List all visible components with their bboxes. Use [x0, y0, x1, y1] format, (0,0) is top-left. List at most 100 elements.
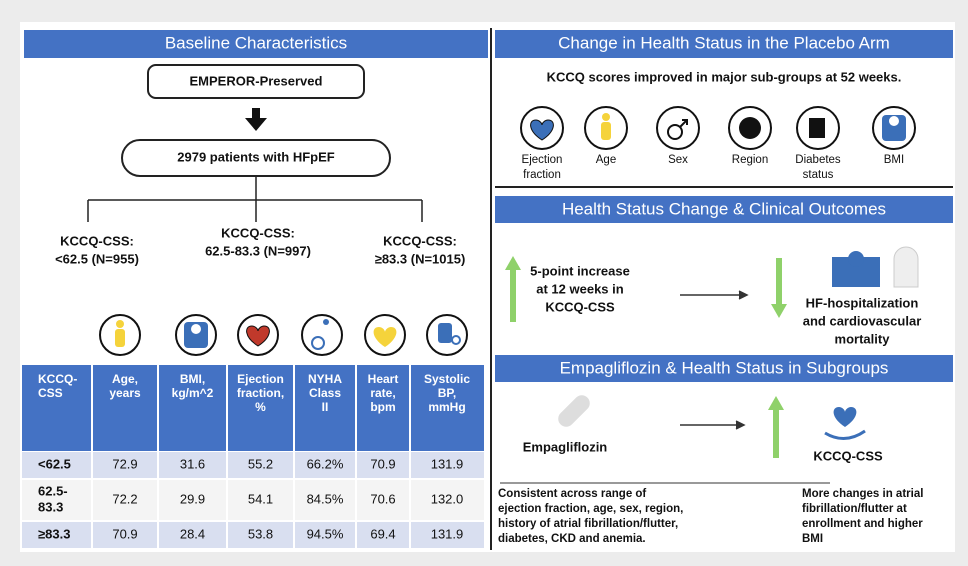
note: fibrillation/flutter at	[802, 503, 907, 515]
table-cell: 131.9	[431, 456, 464, 471]
column-header: kg/m^2	[172, 386, 214, 400]
note: enrollment and higher	[802, 518, 923, 530]
outcome-text: and cardiovascular	[803, 313, 922, 328]
column-header: Class	[309, 386, 341, 400]
column-header: rate,	[370, 386, 395, 400]
column-header: NYHA	[308, 372, 342, 386]
subgroup-label: Age	[596, 154, 616, 166]
column-header: fraction,	[237, 386, 284, 400]
column-header: KCCQ-	[38, 372, 77, 386]
column-header: years	[109, 386, 141, 400]
arrow-up	[768, 396, 784, 458]
drug-name: Empagliflozin	[523, 439, 608, 454]
row-label: 83.3	[38, 499, 63, 514]
group-label: KCCQ-CSS:	[60, 233, 134, 248]
header-title: Baseline Characteristics	[165, 33, 347, 52]
group-label: ≥83.3 (N=1015)	[375, 251, 466, 266]
trial-box	[147, 64, 365, 99]
subgroup-label: BMI	[884, 154, 904, 166]
subgroup-label: Diabetes	[795, 154, 841, 166]
note: Consistent across range of	[498, 488, 646, 500]
table-row	[22, 522, 484, 548]
table-cell: 66.2%	[307, 456, 344, 471]
subgroup-label: fraction	[523, 169, 561, 181]
column-header: %	[255, 400, 266, 414]
outcome-text: mortality	[835, 331, 891, 346]
subgroup-label: Region	[732, 154, 768, 166]
table-cell: 72.9	[112, 456, 137, 471]
pill-icon	[558, 395, 590, 427]
arrow-down	[771, 258, 787, 318]
table-cell: 31.6	[180, 456, 205, 471]
row-label: 62.5-	[38, 483, 68, 498]
column-header: Systolic	[424, 372, 470, 386]
header-bar	[495, 355, 953, 382]
arrow-right	[680, 290, 749, 300]
outcome-text: 5-point increase	[530, 263, 630, 278]
tree-lines	[87, 176, 423, 222]
heart-hand-icon	[824, 407, 866, 440]
subgroup-label: status	[803, 169, 834, 181]
column-header: II	[322, 400, 329, 414]
column-header: Ejection	[237, 372, 284, 386]
table-cell: 94.5%	[307, 526, 344, 541]
table-cell: 28.4	[180, 526, 205, 541]
subgroup-label: Ejection	[522, 154, 563, 166]
header-bar	[495, 30, 953, 58]
column-header: BMI,	[180, 372, 205, 386]
column-header: Heart	[368, 372, 399, 386]
outcome-text: KCCQ-CSS	[545, 299, 615, 314]
column-header: BP,	[438, 386, 456, 400]
table-cell: 131.9	[431, 526, 464, 541]
column-header: Age,	[112, 372, 138, 386]
hospital-icon	[832, 246, 919, 288]
header-title: Health Status Change & Clinical Outcomes	[562, 199, 886, 218]
note: More changes in atrial	[802, 488, 923, 500]
row-label: ≥83.3	[38, 526, 70, 541]
note: history of atrial fibrillation/flutter,	[498, 518, 678, 530]
row-label: <62.5	[38, 456, 71, 471]
group-label: KCCQ-CSS:	[221, 225, 295, 240]
outcome-text: HF-hospitalization	[806, 295, 919, 310]
header-title: Change in Health Status in the Placebo A…	[558, 33, 890, 52]
table-cell: 132.0	[431, 491, 464, 506]
table-cell: 72.2	[112, 491, 137, 506]
measure-name: KCCQ-CSS	[813, 448, 883, 463]
table-cell: 53.8	[248, 526, 273, 541]
note: BMI	[802, 533, 823, 545]
group-label: <62.5 (N=955)	[55, 251, 139, 266]
arrow-right	[680, 420, 746, 430]
icons-right	[520, 106, 916, 150]
table-cell: 70.9	[370, 456, 395, 471]
table-cell: 54.1	[248, 491, 273, 506]
header-bar	[24, 30, 488, 58]
column-header: mmHg	[428, 400, 465, 414]
table-cell: 70.6	[370, 491, 395, 506]
note: ejection fraction, age, sex, region,	[498, 503, 683, 515]
table-row	[22, 480, 484, 520]
arrow-up	[505, 256, 521, 322]
subtitle: KCCQ scores improved in major sub-groups…	[547, 69, 902, 84]
group-label: 62.5-83.3 (N=997)	[205, 243, 311, 258]
table-cell: 84.5%	[307, 491, 344, 506]
table-cell: 29.9	[180, 491, 205, 506]
table-cell: 69.4	[370, 526, 395, 541]
trial-name: EMPEROR-Preserved	[190, 73, 323, 88]
table-row	[22, 452, 484, 478]
subgroup-label: Sex	[668, 154, 688, 166]
table-cell: 55.2	[248, 456, 273, 471]
group-label: KCCQ-CSS:	[383, 233, 457, 248]
header-title: Empagliflozin & Health Status in Subgrou…	[560, 358, 889, 377]
column-header: CSS	[38, 386, 63, 400]
column-header: bpm	[370, 400, 395, 414]
arrow-down	[245, 108, 267, 131]
table-header	[22, 365, 484, 451]
icons-left	[99, 314, 468, 356]
header-bar	[495, 196, 953, 223]
note: diabetes, CKD and anemia.	[498, 533, 646, 545]
table-cell: 70.9	[112, 526, 137, 541]
population: 2979 patients with HFpEF	[177, 149, 335, 164]
outcome-text: at 12 weeks in	[536, 281, 623, 296]
